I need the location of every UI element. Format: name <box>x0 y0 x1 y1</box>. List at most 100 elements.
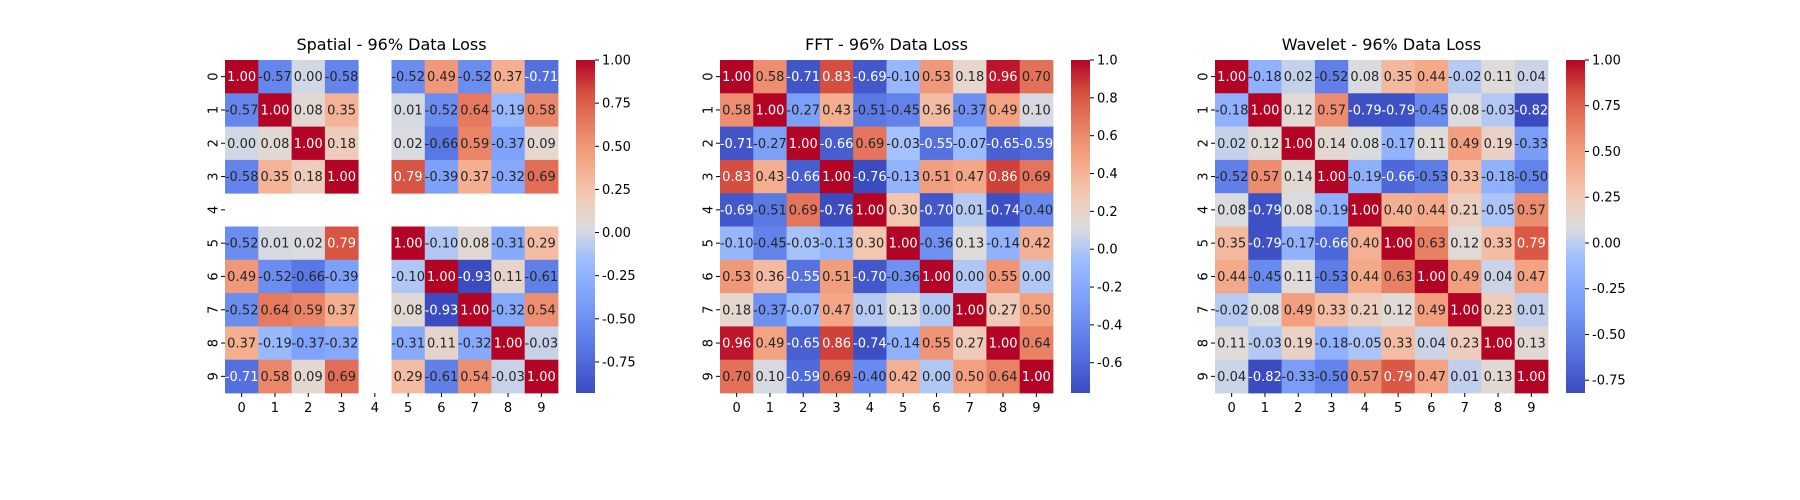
heatmap-cell <box>1481 159 1516 194</box>
cell-value-label: 0.11 <box>427 337 456 352</box>
x-tick-label: 6 <box>437 401 445 416</box>
cell-value-label: -0.03 <box>886 137 920 152</box>
heatmap-cell <box>919 293 954 327</box>
heatmap-cell <box>324 359 359 394</box>
cell-value-label: -0.39 <box>425 170 459 185</box>
heatmap-cell <box>720 359 754 394</box>
cell-value-label: -0.18 <box>1481 170 1515 185</box>
heatmap-cell <box>953 293 987 327</box>
heatmap-cell <box>491 259 526 294</box>
cell-value-label: -0.19 <box>1315 203 1349 218</box>
cell-value-label: 1.00 <box>1217 70 1246 85</box>
cell-value-label: -0.10 <box>720 237 754 252</box>
x-tick-label: 5 <box>404 401 412 416</box>
y-tick-label: 2 <box>1197 139 1212 147</box>
colorbar-tick-label: 0.50 <box>602 140 631 155</box>
cell-value-label: 0.08 <box>460 237 489 252</box>
cell-value-label: -0.17 <box>1281 237 1315 252</box>
heatmap-cell <box>1448 93 1482 127</box>
heatmap-cell <box>1348 359 1382 394</box>
colorbar-tick-label: 1.0 <box>1097 54 1118 69</box>
cell-value-label: 0.08 <box>394 303 423 318</box>
cell-value-label: 0.29 <box>394 370 423 385</box>
cell-value-label: 0.33 <box>1384 337 1413 352</box>
cell-value-label: -0.61 <box>525 270 559 285</box>
cell-value-label: 1.00 <box>260 103 289 118</box>
cell-value-label: -0.02 <box>1215 303 1249 318</box>
heatmap-cell <box>853 259 887 294</box>
heatmap-cell <box>853 60 887 94</box>
cell-value-label: -0.37 <box>753 303 787 318</box>
cell-value-label: 0.37 <box>494 70 523 85</box>
heatmap-cell <box>1481 326 1516 361</box>
cell-value-label: 0.57 <box>1350 370 1379 385</box>
y-tick-label: 2 <box>702 139 717 147</box>
cell-value-label: 0.83 <box>822 70 851 85</box>
heatmap-cell <box>258 93 292 127</box>
cell-value-label: -0.37 <box>291 337 325 352</box>
cell-value-label: -0.19 <box>258 337 292 352</box>
heatmap-cell <box>1281 60 1316 94</box>
heatmap-cell <box>225 126 259 161</box>
heatmap-cell <box>819 159 854 194</box>
heatmap-cell <box>919 359 954 394</box>
heatmap-cell <box>1481 126 1516 161</box>
heatmap-cell <box>1281 159 1316 194</box>
cell-value-label: -0.31 <box>491 237 525 252</box>
heatmap-cell <box>1215 326 1249 361</box>
cell-value-label: -0.27 <box>753 137 787 152</box>
heatmap-cell <box>1481 359 1516 394</box>
cell-value-label: 1.00 <box>789 137 818 152</box>
heatmap-cell <box>819 93 854 127</box>
heatmap-cell <box>324 93 359 127</box>
heatmap-cell <box>720 193 754 227</box>
x-tick-label: 4 <box>371 401 379 416</box>
cell-value-label: 0.63 <box>1384 270 1413 285</box>
cell-value-label: -0.66 <box>425 137 459 152</box>
heatmap-cell <box>1481 93 1516 127</box>
colorbar-tick-label: 0.00 <box>1592 236 1621 251</box>
cell-value-label: 0.55 <box>922 337 951 352</box>
cell-value-label: -0.45 <box>1415 103 1449 118</box>
heatmap-cell <box>720 93 754 127</box>
cell-value-label: -0.14 <box>886 337 920 352</box>
y-tick-label: 7 <box>207 306 222 314</box>
heatmap-cell <box>720 293 754 327</box>
heatmap-cell <box>1414 326 1449 361</box>
heatmap-cell <box>1281 293 1316 327</box>
cell-value-label: 0.30 <box>855 237 884 252</box>
heatmap-cell <box>1514 293 1549 327</box>
x-tick-label: 6 <box>1427 401 1435 416</box>
cell-value-label: 0.08 <box>1450 103 1479 118</box>
heatmap-cell <box>258 226 292 261</box>
cell-value-label: 0.01 <box>1450 370 1479 385</box>
heatmap-cell <box>1448 359 1482 394</box>
cell-value-label: -0.10 <box>425 237 459 252</box>
cell-value-label: -0.36 <box>920 237 954 252</box>
cell-value-label: 0.00 <box>294 70 323 85</box>
cell-value-label: 0.13 <box>1484 370 1513 385</box>
heatmap-cell <box>1414 60 1449 94</box>
heatmap-cell <box>1348 259 1382 294</box>
heatmap-cell <box>391 60 426 94</box>
cell-value-label: 1.00 <box>527 370 556 385</box>
heatmap-cell <box>919 93 954 127</box>
heatmap-cell <box>753 293 787 327</box>
heatmap-cell <box>919 226 954 261</box>
y-tick-label: 3 <box>1197 172 1212 180</box>
cell-value-label: -0.79 <box>1348 103 1382 118</box>
cell-value-label: 0.33 <box>1484 237 1513 252</box>
heatmap-cell <box>1215 126 1249 161</box>
heatmap-cell <box>720 159 754 194</box>
cell-value-label: 0.11 <box>1484 70 1513 85</box>
cell-value-label: 0.14 <box>1317 137 1346 152</box>
cell-value-label: 0.11 <box>494 270 523 285</box>
y-tick-label: 4 <box>1197 206 1212 214</box>
y-tick-label: 3 <box>207 172 222 180</box>
cell-value-label: 1.00 <box>1417 270 1446 285</box>
cell-value-label: 1.00 <box>327 170 356 185</box>
heatmap-cell <box>786 126 821 161</box>
cell-value-label: 0.02 <box>1217 137 1246 152</box>
cell-value-label: -0.40 <box>853 370 887 385</box>
heatmap-cell <box>953 226 987 261</box>
